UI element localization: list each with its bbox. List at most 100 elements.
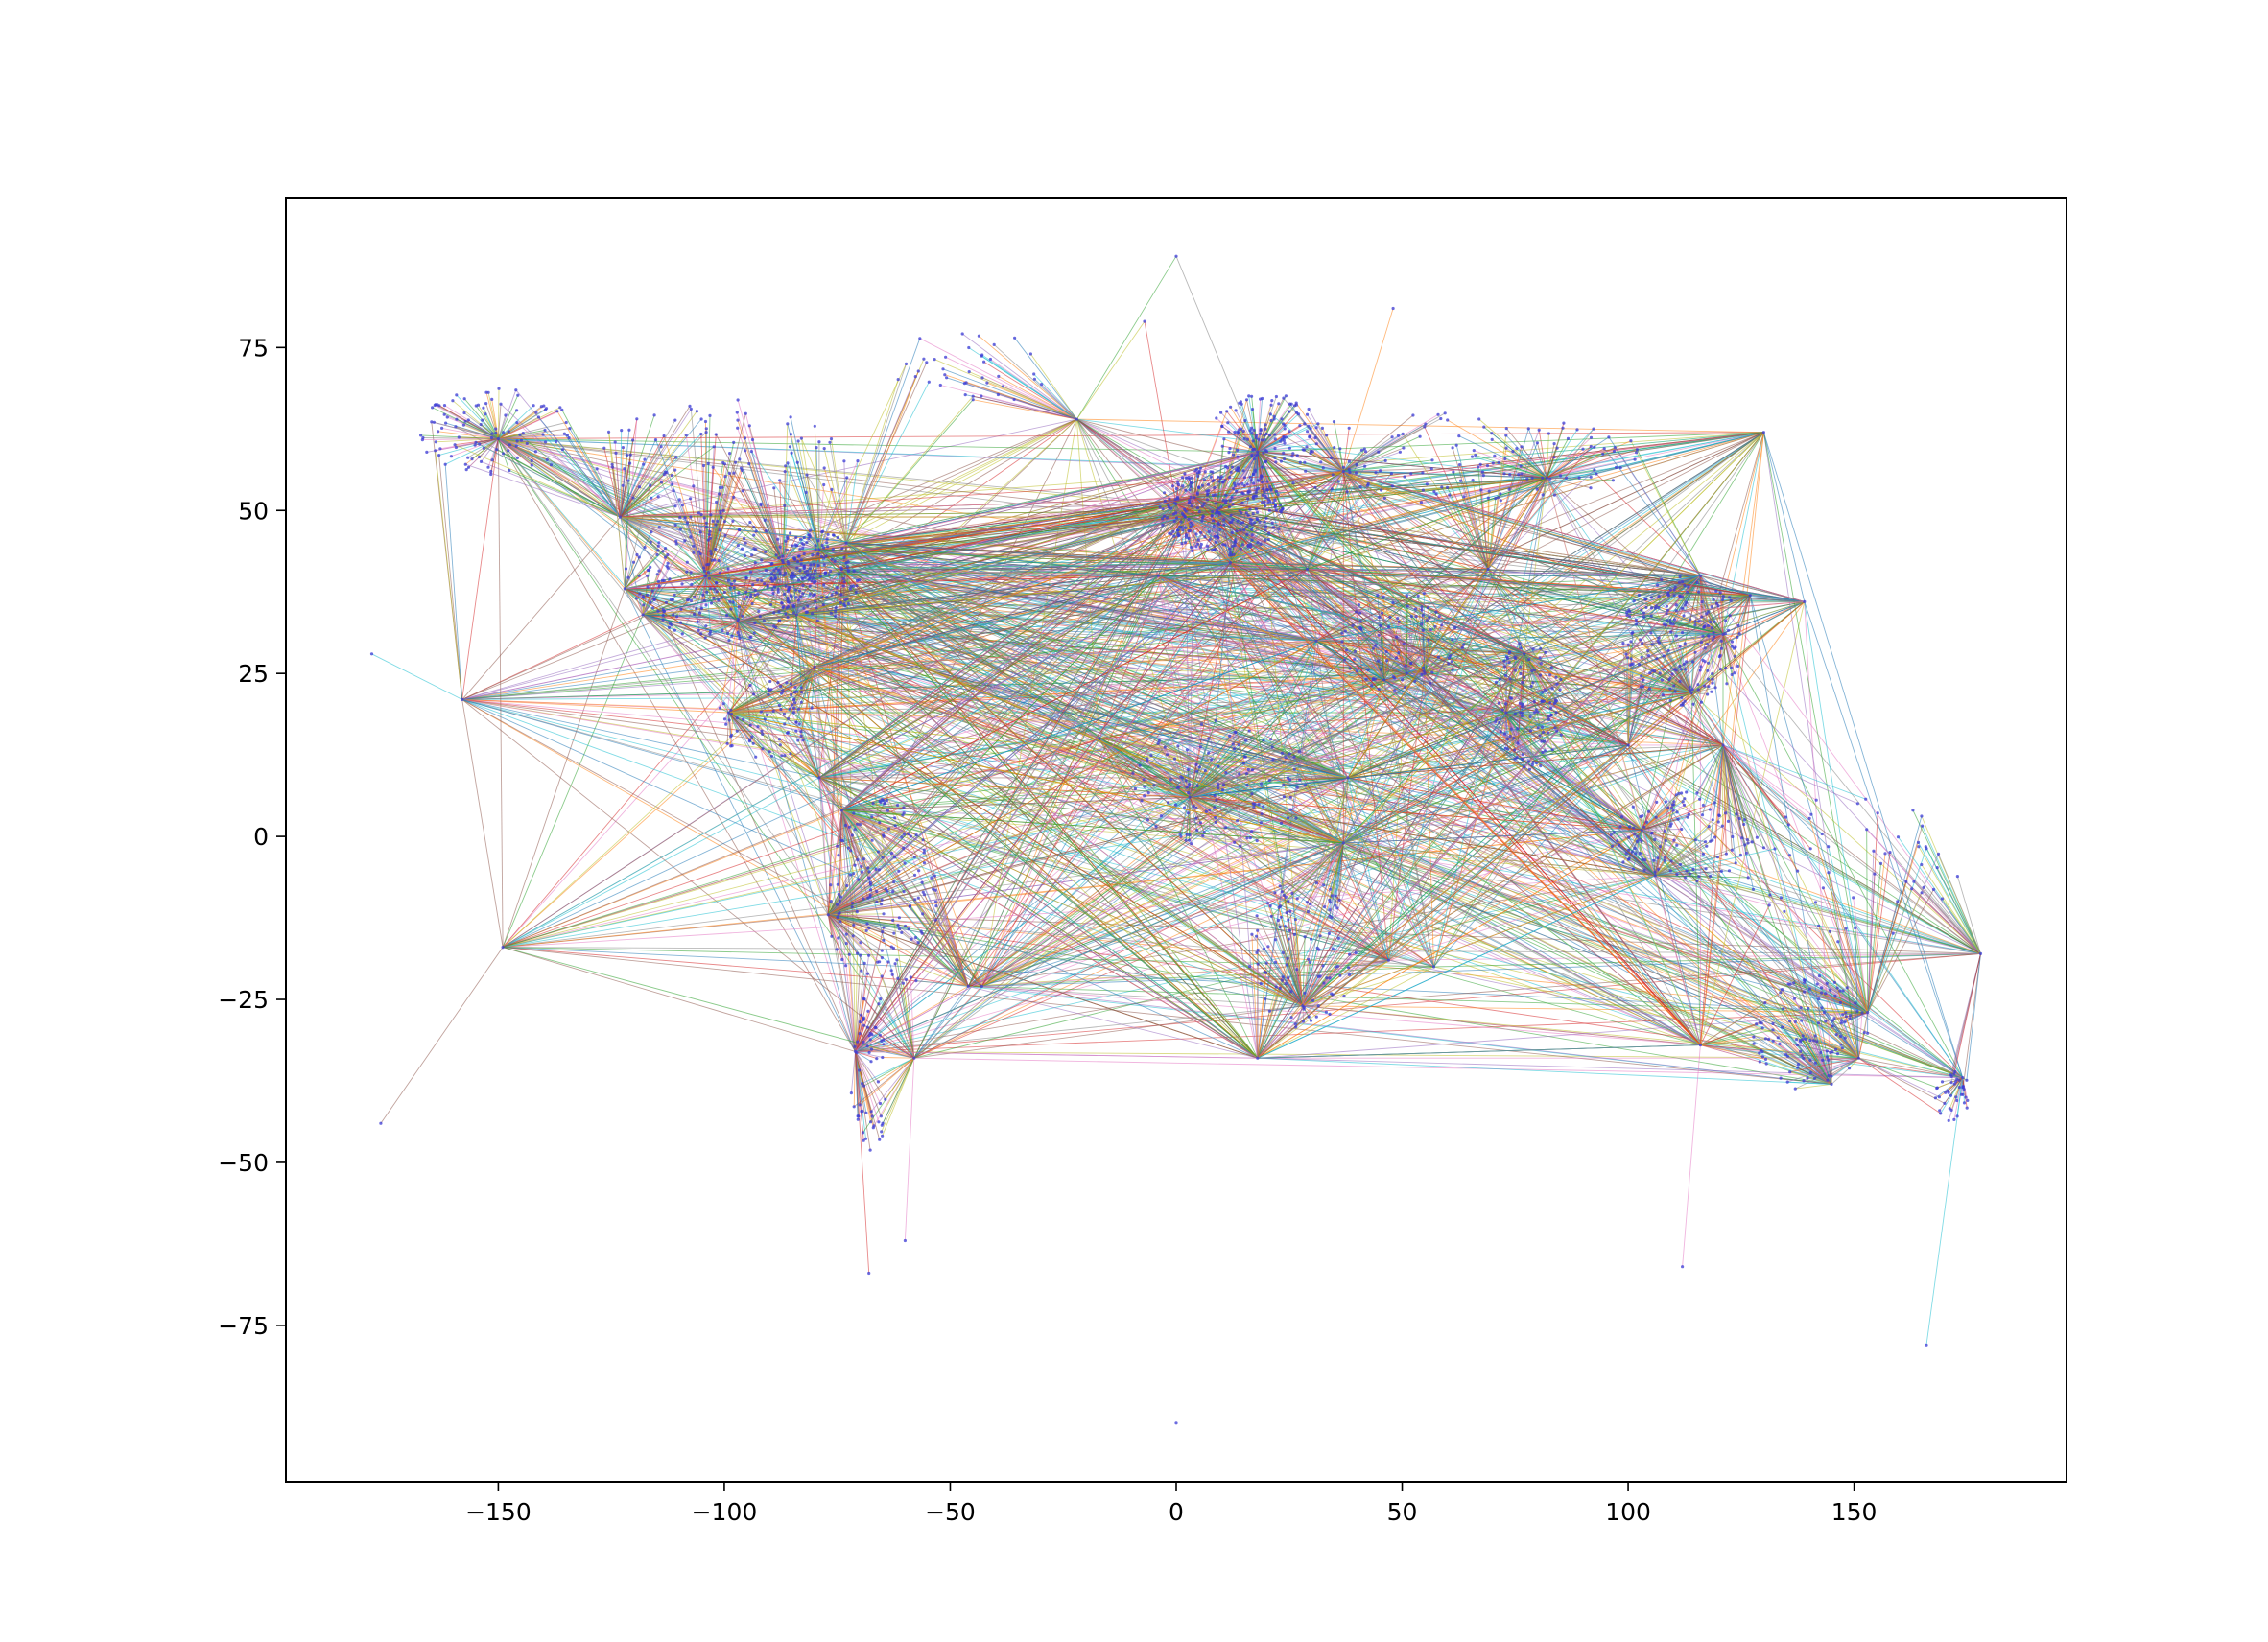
- route-edge: [1700, 1027, 1763, 1046]
- route-edge: [768, 667, 815, 692]
- route-edge: [1279, 927, 1304, 1006]
- route-edge: [620, 446, 715, 518]
- route-edge: [845, 395, 974, 544]
- route-edge: [855, 1051, 870, 1274]
- route-edge: [1704, 634, 1724, 687]
- route-edge: [1342, 471, 1629, 746]
- route-edge: [827, 914, 847, 944]
- route-edge: [1257, 1012, 1868, 1059]
- route-edge: [796, 568, 1308, 616]
- route-edge: [845, 364, 907, 544]
- route-edge: [1547, 449, 1638, 479]
- route-edge: [1302, 1005, 1327, 1013]
- route-edge: [1808, 818, 1869, 1013]
- route-edge: [620, 471, 1344, 518]
- route-edge: [968, 966, 1434, 987]
- route-edge: [502, 568, 1308, 949]
- route-edge: [981, 562, 1231, 987]
- route-edge: [625, 451, 1258, 590]
- route-edge: [1546, 428, 1595, 479]
- route-edge: [845, 379, 899, 544]
- route-edge: [498, 438, 1217, 511]
- route-edge: [828, 899, 915, 916]
- route-edge: [841, 568, 1317, 642]
- route-edge: [1336, 842, 1344, 908]
- route-edge: [722, 703, 729, 714]
- route-edge: [1690, 692, 1981, 954]
- route-edge: [435, 450, 463, 700]
- route-edge: [841, 777, 1349, 811]
- route-edge: [1759, 1052, 1832, 1085]
- route-edge: [841, 809, 879, 853]
- route-edge: [840, 809, 858, 912]
- route-edge: [1818, 998, 1868, 1014]
- route-edge: [855, 1051, 879, 1083]
- route-edge: [642, 614, 1259, 1059]
- route-edge: [728, 712, 783, 757]
- route-edge: [1654, 819, 1713, 877]
- route-edge: [841, 568, 1407, 674]
- route-edge: [1822, 887, 1869, 1013]
- route-edge: [1257, 451, 1389, 961]
- route-edge: [1406, 672, 1701, 1045]
- route-edge: [1789, 983, 1868, 1014]
- route-edge: [913, 986, 969, 1059]
- route-edge: [855, 952, 1981, 1052]
- route-edge: [502, 667, 815, 948]
- route-edge: [667, 562, 707, 576]
- route-edge: [818, 549, 1308, 570]
- route-edge: [1274, 842, 1344, 894]
- route-edge: [620, 516, 644, 616]
- route-edge: [728, 516, 1186, 714]
- route-edge: [556, 410, 621, 518]
- route-edge: [845, 460, 859, 544]
- route-edge: [1075, 419, 1100, 739]
- route-edge: [814, 666, 1701, 1046]
- route-edge: [1547, 440, 1632, 479]
- route-edge: [1789, 1071, 1832, 1085]
- route-edge: [840, 370, 919, 570]
- route-edge: [728, 690, 770, 714]
- route-edge: [726, 712, 730, 744]
- route-edge: [1781, 897, 1869, 1013]
- route-edge: [444, 464, 463, 700]
- route-edge: [791, 453, 820, 551]
- route-edge: [1257, 403, 1292, 453]
- route-edge: [1867, 933, 1894, 1013]
- route-edge: [1700, 1021, 1760, 1046]
- route-edge: [1158, 432, 1764, 576]
- route-edge: [1654, 875, 1832, 1085]
- route-edge: [1388, 692, 1692, 961]
- route-edge: [1962, 1077, 1968, 1109]
- route-edge: [1642, 829, 1666, 842]
- route-edge: [1925, 1077, 1964, 1346]
- route-edge: [827, 914, 880, 963]
- route-edge: [751, 554, 784, 564]
- route-edge: [1942, 1077, 1963, 1083]
- route-edge: [498, 438, 1547, 479]
- route-edge: [1809, 988, 1868, 1014]
- route-edge: [498, 438, 518, 458]
- route-edge: [881, 975, 915, 1059]
- route-edge: [620, 439, 656, 518]
- route-edge: [498, 438, 644, 616]
- route-edge: [1150, 755, 1191, 798]
- route-edge: [796, 614, 1317, 642]
- route-edge: [1335, 959, 1389, 968]
- route-edge: [1257, 959, 1389, 1059]
- route-edge: [1285, 842, 1344, 898]
- route-edge: [1307, 465, 1366, 570]
- route-edge: [841, 809, 919, 872]
- route-edge: [1700, 1043, 1755, 1046]
- route-edge: [684, 540, 707, 576]
- route-edge: [981, 744, 1724, 987]
- route-edge: [818, 549, 1259, 1059]
- route-edge: [846, 509, 1217, 544]
- route-edge: [728, 712, 1304, 1007]
- route-edge: [841, 809, 906, 864]
- route-edge: [841, 809, 1642, 831]
- route-edge: [716, 591, 739, 622]
- route-edge: [620, 410, 697, 518]
- route-edge: [1472, 456, 1547, 479]
- route-edge: [1406, 606, 1423, 674]
